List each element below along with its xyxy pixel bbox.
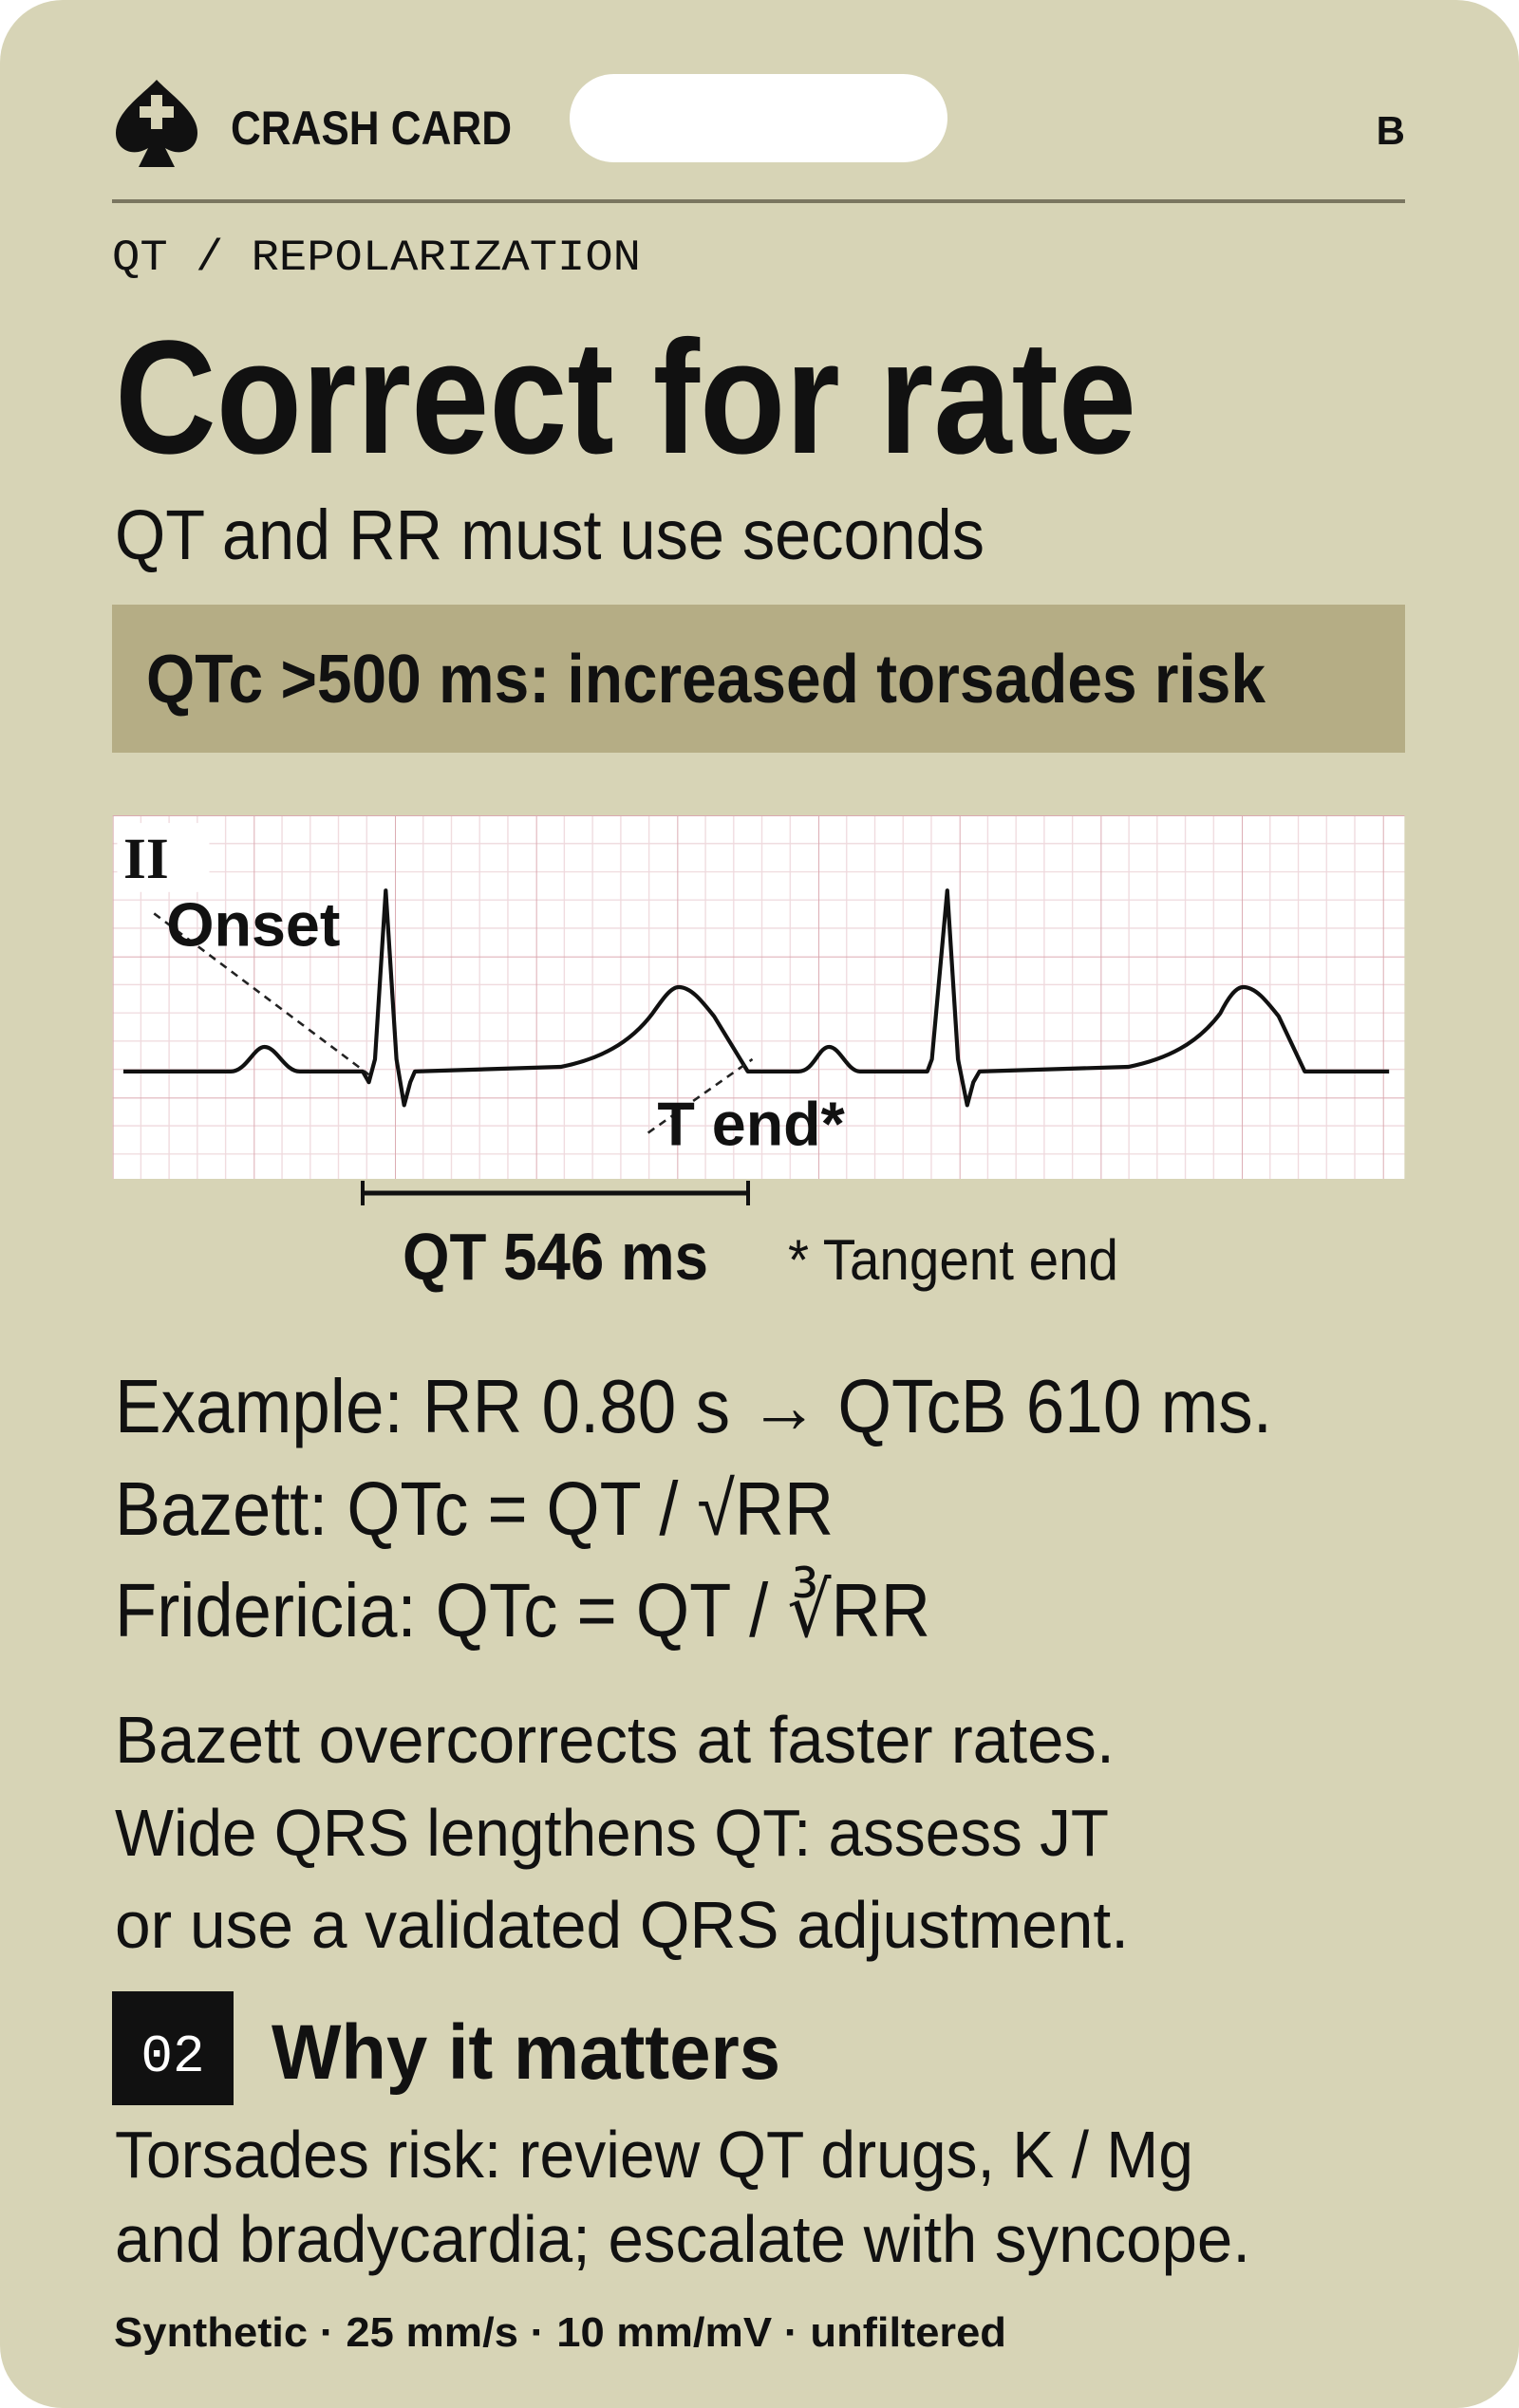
- brand: CRASH CARD: [231, 102, 512, 155]
- formula-line: Fridericia: QTc = QT / ∛RR: [115, 1566, 930, 1652]
- qt-interval-label: QT 546 ms: [403, 1220, 708, 1294]
- logo: [116, 80, 197, 167]
- why-line: Torsades risk: review QT drugs, K / Mg: [115, 2118, 1193, 2192]
- qt-interval-bar: [361, 1181, 750, 1205]
- note-line: Bazett overcorrects at faster rates.: [115, 1703, 1115, 1777]
- note-line: Wide QRS lengthens QT: assess JT: [115, 1796, 1109, 1870]
- footer: Synthetic · 25 mm/s · 10 mm/mV · unfilte…: [114, 2309, 1006, 2356]
- section-number: 02: [141, 2026, 204, 2087]
- title: Correct for rate: [115, 308, 1136, 488]
- section-number-box: [112, 1991, 234, 2105]
- badge: B: [1377, 108, 1405, 153]
- section-label: QT / REPOLARIZATION: [112, 233, 641, 283]
- t-end-leader: [647, 1057, 754, 1134]
- t-end-label: T end*: [657, 1089, 845, 1158]
- tangent-note: * Tangent end: [788, 1228, 1118, 1292]
- formula-line: Bazett: QTc = QT / √RR: [115, 1466, 834, 1551]
- subtitle: QT and RR must use seconds: [115, 495, 985, 574]
- lanyard-hole: [570, 74, 947, 162]
- note-line: or use a validated QRS adjustment.: [115, 1888, 1129, 1962]
- lead-label-bg: [117, 823, 210, 892]
- why-line: and bradycardia; escalate with syncope.: [115, 2202, 1250, 2276]
- section-heading: Why it matters: [272, 2009, 780, 2096]
- alert-banner: [112, 605, 1405, 753]
- onset-leader: [153, 912, 370, 1076]
- alert-text: QTc >500 ms: increased torsades risk: [146, 642, 1266, 718]
- lead-label: II: [123, 827, 169, 891]
- ecg-trace: [122, 888, 1390, 1108]
- formula-line: Example: RR 0.80 s → QTcB 610 ms.: [115, 1364, 1272, 1448]
- ecg-grid: [112, 815, 1405, 1179]
- ecg-strip: II Onset T end*: [112, 815, 1405, 1179]
- onset-label: Onset: [166, 889, 340, 959]
